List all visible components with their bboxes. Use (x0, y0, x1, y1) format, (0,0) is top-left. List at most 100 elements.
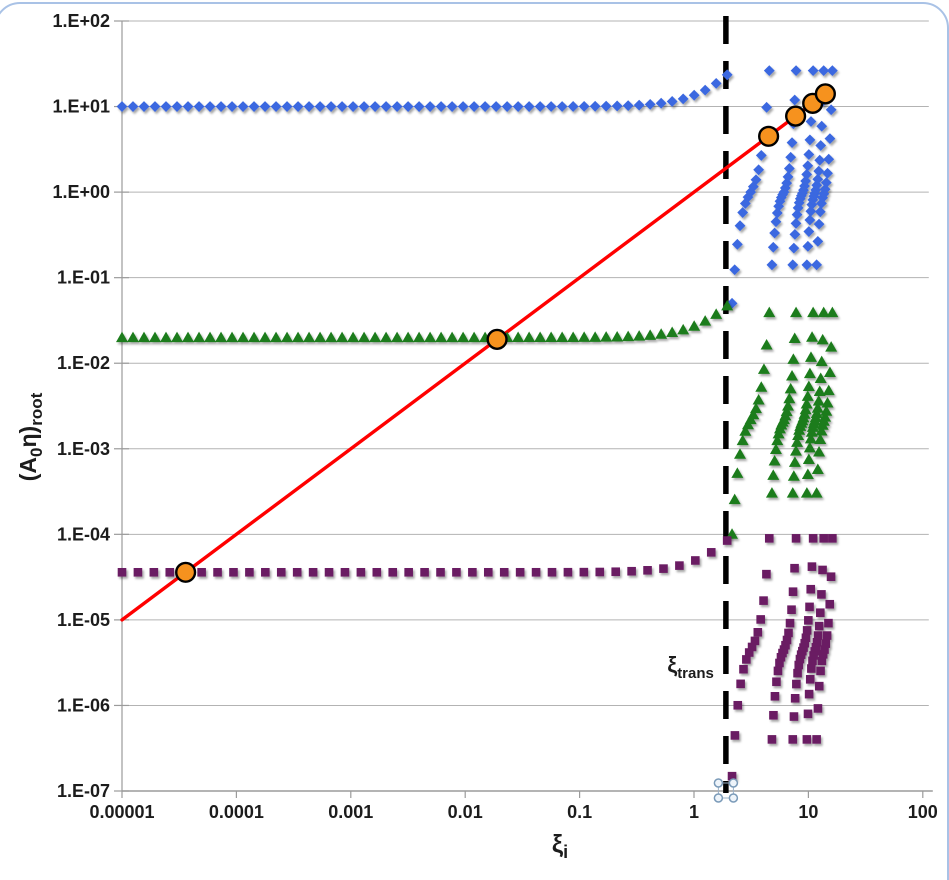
data-point (245, 567, 254, 577)
data-point (786, 487, 799, 498)
data-point (790, 693, 800, 703)
selection-handle[interactable] (728, 778, 739, 788)
data-point (800, 398, 813, 409)
data-point (783, 392, 796, 404)
data-point (828, 534, 837, 543)
data-point (770, 216, 782, 228)
data-point (804, 351, 817, 362)
data-point (380, 101, 392, 112)
data-point (781, 640, 790, 650)
data-point (821, 639, 831, 648)
data-point (814, 681, 824, 691)
data-point (420, 567, 429, 577)
data-point (600, 100, 612, 112)
data-point (468, 567, 477, 577)
data-point (436, 567, 445, 577)
data-point (655, 97, 667, 109)
data-point (811, 402, 824, 413)
data-point (804, 689, 814, 699)
series-intersections (175, 83, 836, 583)
x-tick-label: 0.01 (448, 802, 483, 822)
data-point (659, 564, 668, 573)
data-point (826, 572, 836, 581)
data-point (578, 331, 591, 342)
selection-handles[interactable] (713, 778, 739, 803)
data-point (825, 341, 838, 352)
intersection-point (486, 328, 508, 350)
y-tick-label: 1.E+00 (52, 182, 110, 202)
data-point (699, 84, 711, 96)
data-point (380, 331, 393, 343)
data-point (802, 453, 815, 464)
data-point (775, 658, 784, 668)
data-point (805, 675, 815, 684)
data-point (789, 712, 799, 721)
data-point (749, 402, 762, 414)
data-point (731, 467, 744, 478)
data-point (786, 370, 799, 381)
data-point (772, 677, 781, 687)
data-point (677, 93, 689, 105)
data-point (800, 487, 813, 498)
selection-handle[interactable] (713, 778, 724, 788)
data-point (800, 175, 812, 187)
data-point (627, 566, 636, 576)
data-point (787, 605, 796, 614)
data-point (805, 205, 817, 217)
data-point (787, 353, 800, 364)
data-point (826, 306, 839, 318)
data-point (808, 656, 817, 666)
data-point (814, 621, 824, 631)
data-point (391, 331, 404, 343)
data-point (501, 101, 513, 112)
data-point (193, 101, 205, 112)
data-point (768, 454, 781, 466)
data-point (643, 566, 652, 575)
data-point (804, 214, 816, 226)
data-point (324, 567, 334, 577)
data-point (813, 445, 826, 457)
data-point (800, 638, 810, 648)
data-point (579, 567, 589, 577)
data-point (815, 425, 828, 436)
data-point (567, 331, 580, 342)
data-point (666, 326, 679, 337)
data-point (817, 306, 830, 318)
data-point (805, 116, 817, 127)
data-point (215, 331, 228, 343)
data-point (731, 238, 743, 250)
data-point (814, 372, 827, 384)
data-point (149, 567, 159, 577)
data-point (248, 331, 261, 343)
data-point (771, 434, 784, 446)
data-point (347, 331, 360, 343)
selection-handle[interactable] (713, 793, 724, 803)
data-point (750, 174, 762, 186)
data-point (824, 618, 833, 628)
data-point (818, 565, 827, 575)
data-point (270, 101, 282, 112)
data-point (413, 331, 426, 343)
data-point (761, 101, 773, 113)
data-point (388, 567, 398, 577)
data-point (789, 445, 802, 456)
data-point (806, 331, 819, 342)
data-point (812, 637, 822, 647)
data-point (803, 709, 813, 719)
data-point (813, 704, 823, 713)
data-point (722, 536, 732, 545)
data-point (197, 567, 206, 577)
series-purple-squares (117, 534, 837, 781)
data-point (817, 590, 826, 599)
data-point (767, 241, 779, 253)
data-point (789, 228, 801, 240)
data-point (806, 199, 818, 211)
data-point (710, 77, 722, 89)
data-point (811, 259, 823, 271)
data-point (622, 100, 634, 112)
data-point (171, 101, 183, 112)
selection-handle[interactable] (728, 793, 739, 803)
data-point (699, 315, 712, 326)
data-point (721, 299, 734, 311)
